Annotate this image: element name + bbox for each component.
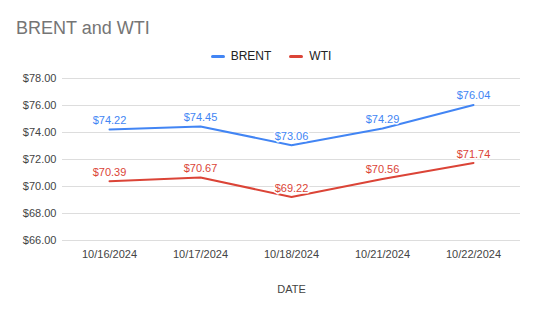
svg-text:$76.04: $76.04: [457, 89, 491, 101]
svg-text:$73.06: $73.06: [275, 130, 309, 142]
svg-text:10/16/2024: 10/16/2024: [82, 248, 137, 260]
svg-text:$70.39: $70.39: [93, 166, 127, 178]
svg-text:$70.56: $70.56: [366, 163, 400, 175]
html-text:WTI: WTI: [309, 49, 332, 63]
svg-text:$74.22: $74.22: [93, 114, 127, 126]
svg-text:$76.00: $76.00: [23, 99, 57, 111]
svg-text:DATE: DATE: [277, 283, 306, 295]
svg-text:$70.67: $70.67: [184, 162, 218, 174]
svg-text:$70.00: $70.00: [23, 180, 57, 192]
svg-text:10/21/2024: 10/21/2024: [355, 248, 410, 260]
svg-text:$71.74: $71.74: [457, 148, 491, 160]
svg-text:$66.00: $66.00: [23, 234, 57, 246]
svg-text:$74.29: $74.29: [366, 113, 400, 125]
svg-text:$68.00: $68.00: [23, 207, 57, 219]
svg-text:$69.22: $69.22: [275, 182, 309, 194]
svg-text:10/22/2024: 10/22/2024: [446, 248, 501, 260]
svg-text:10/17/2024: 10/17/2024: [173, 248, 228, 260]
svg-text:10/18/2024: 10/18/2024: [264, 248, 319, 260]
svg-text:$74.00: $74.00: [23, 126, 57, 138]
svg-text:$78.00: $78.00: [23, 72, 57, 84]
svg-text:$72.00: $72.00: [23, 153, 57, 165]
html-text:BRENT: BRENT: [230, 49, 272, 63]
html-text:BRENT and WTI: BRENT and WTI: [16, 18, 150, 38]
svg-text:$74.45: $74.45: [184, 111, 218, 123]
